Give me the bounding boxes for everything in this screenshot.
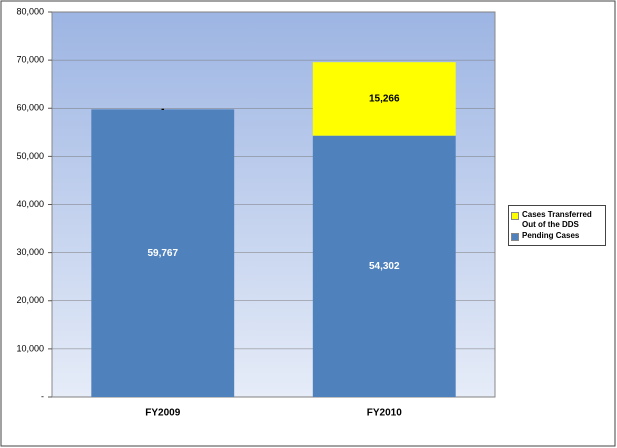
y-tick-label: 40,000 [16, 199, 44, 209]
legend-label: Pending Cases [522, 231, 580, 240]
legend-swatch [511, 233, 519, 241]
y-tick-label: 70,000 [16, 55, 44, 65]
value-label: 59,767 [147, 248, 178, 259]
legend-item: Cases Transferred Out of the DDS [511, 210, 603, 230]
y-tick-label: 50,000 [16, 151, 44, 161]
legend: Cases Transferred Out of the DDS Pending … [508, 205, 606, 246]
value-label: 54,302 [369, 261, 400, 272]
bar-segment [312, 62, 456, 136]
bar-segment [91, 109, 235, 398]
x-tick-label: FY2009 [145, 408, 180, 419]
y-tick-label: 20,000 [16, 295, 44, 305]
y-tick-label: 60,000 [16, 103, 44, 113]
y-tick-label: 30,000 [16, 247, 44, 257]
legend-label: Cases Transferred Out of the DDS [522, 210, 592, 229]
legend-swatch [511, 212, 519, 220]
value-label: - [161, 104, 164, 115]
value-label: 15,266 [369, 94, 400, 105]
bar-segment [312, 135, 456, 397]
y-tick-label: 10,000 [16, 343, 44, 353]
y-tick-label: 80,000 [16, 6, 44, 16]
y-tick-label: - [41, 391, 44, 401]
legend-item: Pending Cases [511, 231, 603, 241]
x-tick-label: FY2010 [367, 408, 402, 419]
